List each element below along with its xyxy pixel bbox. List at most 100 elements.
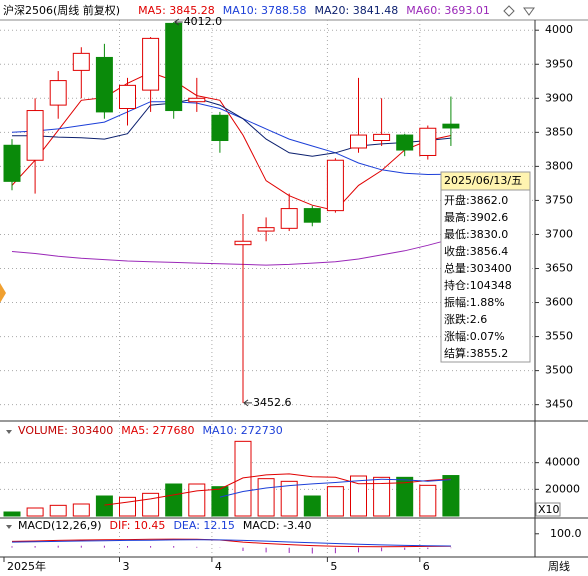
line [11,539,451,547]
icon[interactable] [503,5,515,17]
y-tick-label: 3500 [545,364,573,377]
line [104,473,451,506]
x-tick-label: 5 [330,560,337,573]
legend-entry: MA20: 3841.48 [315,4,399,17]
y-tick-label: 3550 [545,330,573,343]
volume-bar [49,504,67,517]
volume-bar [234,440,252,517]
y-tick-label: 3450 [545,398,573,411]
line [219,478,451,498]
tooltip-box [440,171,531,363]
candle-body [350,134,367,149]
y-tick-label: 4000 [545,23,573,36]
volume-bar [72,503,90,517]
candle-body [165,22,183,112]
icon [6,525,12,529]
volume-bar [3,511,21,517]
volume-bar [26,507,44,517]
volume-bar [303,495,321,517]
tooltip-row: 结算:3855.2 [444,346,508,360]
candle-body [95,56,113,113]
x-tick-label: 4 [215,560,222,573]
legend-entry: MACD: -3.40 [243,519,312,532]
volume-bar [119,496,136,517]
tooltip-row: 最高:3902.6 [444,210,508,224]
legend-entry: MA10: 272730 [202,424,282,437]
x-tick-label: 6 [423,560,430,573]
candle-body [119,84,136,110]
annotation-arrow [243,399,249,407]
candle-body [442,123,460,129]
unit-label: X10 [538,503,560,516]
unit-box [535,502,561,517]
y-tick-label: 3600 [545,296,573,309]
volume-bar [396,476,414,517]
icon [6,430,12,434]
candle-body [188,97,206,103]
legend-entry: MA5: 3845.28 [138,4,215,17]
candle-body [49,80,67,106]
y-tick-label: 3750 [545,193,573,206]
tooltip-header [440,171,531,191]
legend-entry: MA5: 277680 [121,424,194,437]
x-tick-label: 3 [123,560,130,573]
y-tick-label: 20000 [545,482,580,495]
candle-body [257,227,275,232]
candle-body [234,240,252,246]
volume-bar [142,492,160,517]
legend-entry: MA60: 3693.01 [406,4,490,17]
volume-bar [95,495,113,517]
tooltip-row: 总量:303400 [444,261,512,275]
candle-body [142,37,160,91]
y-tick-label: 3850 [545,125,573,138]
candle-body [419,127,437,156]
line [11,71,452,212]
candle-body [3,144,21,182]
y-tick-label: 3950 [545,57,573,70]
tooltip-row: 涨幅:0.07% [444,330,505,343]
tooltip-date: 2025/06/13/五 [444,174,522,187]
tooltip-row: 开盘:3862.0 [444,193,508,207]
candle-body [303,208,321,223]
volume-bar [280,480,298,517]
icon[interactable] [523,7,535,16]
volume-bar [165,483,183,517]
candle-body [72,52,90,71]
annotation: 4012.0 [184,15,223,28]
period-label: 周线 [548,559,570,573]
tooltip-row: 收盘:3856.4 [444,244,508,258]
volume-bar [211,486,229,517]
y-tick-label: 100.0 [550,527,582,540]
legend-entry: DEA: 12.15 [173,519,234,532]
volume-bar [442,475,460,517]
y-tick-label: 3650 [545,261,573,274]
chart-title: 沪深2506(周线 前复权) [3,3,120,17]
legend-entry: MACD(12,26,9) [18,519,102,532]
y-tick-label: 3700 [545,227,573,240]
candle-body [396,134,414,151]
candle-body [26,110,44,161]
legend-entry: DIF: 10.45 [110,519,166,532]
volume-bar [373,476,391,517]
x-tick-label: 2025年 [7,559,46,573]
tooltip-row: 最低:3830.0 [444,228,508,241]
volume-bar [188,483,206,517]
tooltip-row: 振幅:1.88% [444,295,505,309]
volume-bar [326,486,344,517]
y-tick-label: 3800 [545,159,573,172]
candle-body [280,208,298,229]
candle-body [326,159,344,212]
annotation-arrow [173,18,179,26]
volume-bar [419,484,437,517]
annotation: 3452.6 [253,396,292,409]
y-tick-label: 3900 [545,91,573,104]
side-marker[interactable] [0,283,6,303]
legend-entry: VOLUME: 303400 [18,424,113,437]
candle-body [211,114,229,142]
y-tick-label: 40000 [545,456,580,469]
volume-bar [350,475,367,517]
line [12,97,451,157]
candle-body [373,133,391,142]
volume-bar [257,478,275,517]
